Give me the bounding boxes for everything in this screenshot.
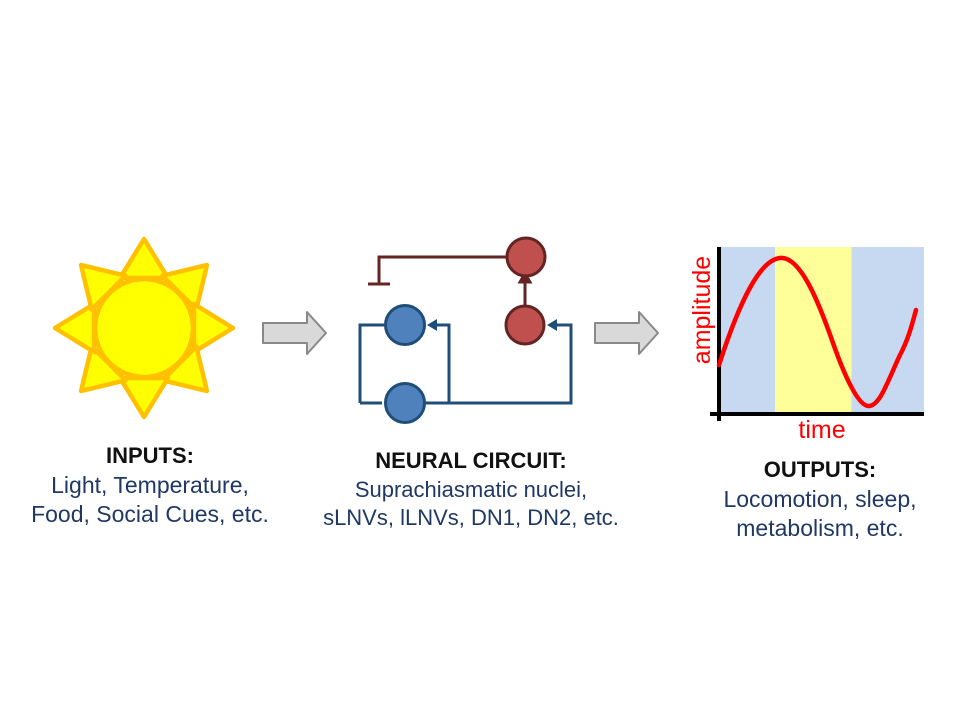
svg-text:amplitude: amplitude xyxy=(688,256,716,364)
svg-text:time: time xyxy=(798,416,845,444)
